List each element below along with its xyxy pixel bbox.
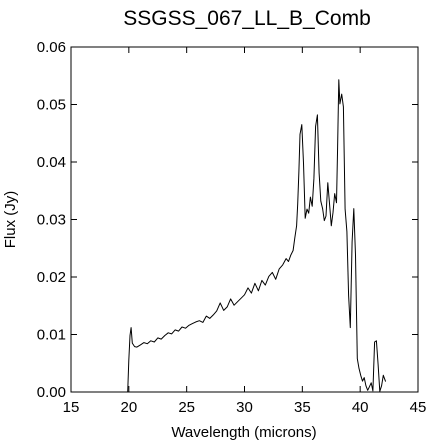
y-tick-label: 0.06 bbox=[37, 39, 66, 56]
y-axis-label: Flux (Jy) bbox=[2, 191, 19, 249]
chart-title: SSGSS_067_LL_B_Comb bbox=[123, 7, 371, 30]
y-tick-label: 0.00 bbox=[37, 384, 66, 401]
y-tick-label: 0.04 bbox=[37, 154, 66, 171]
y-tick-label: 0.05 bbox=[37, 97, 66, 114]
x-tick-label: 20 bbox=[120, 399, 137, 416]
x-tick-label: 15 bbox=[63, 399, 80, 416]
x-tick-label: 40 bbox=[352, 399, 369, 416]
x-tick-label: 25 bbox=[178, 399, 195, 416]
flux-series-line bbox=[127, 79, 387, 393]
plot-frame bbox=[70, 46, 419, 393]
x-tick-label: 35 bbox=[294, 399, 311, 416]
x-tick-label: 45 bbox=[410, 399, 427, 416]
x-axis-label: Wavelength (microns) bbox=[171, 424, 316, 441]
x-tick-label: 30 bbox=[236, 399, 253, 416]
x-axis-ticks: 15 20 25 30 35 40 45 bbox=[63, 47, 427, 416]
y-tick-label: 0.02 bbox=[37, 269, 66, 286]
y-axis-ticks: 0.00 0.01 0.02 0.03 0.04 0.05 0.06 bbox=[37, 39, 418, 401]
y-tick-label: 0.01 bbox=[37, 327, 66, 344]
y-tick-label: 0.03 bbox=[37, 212, 66, 229]
